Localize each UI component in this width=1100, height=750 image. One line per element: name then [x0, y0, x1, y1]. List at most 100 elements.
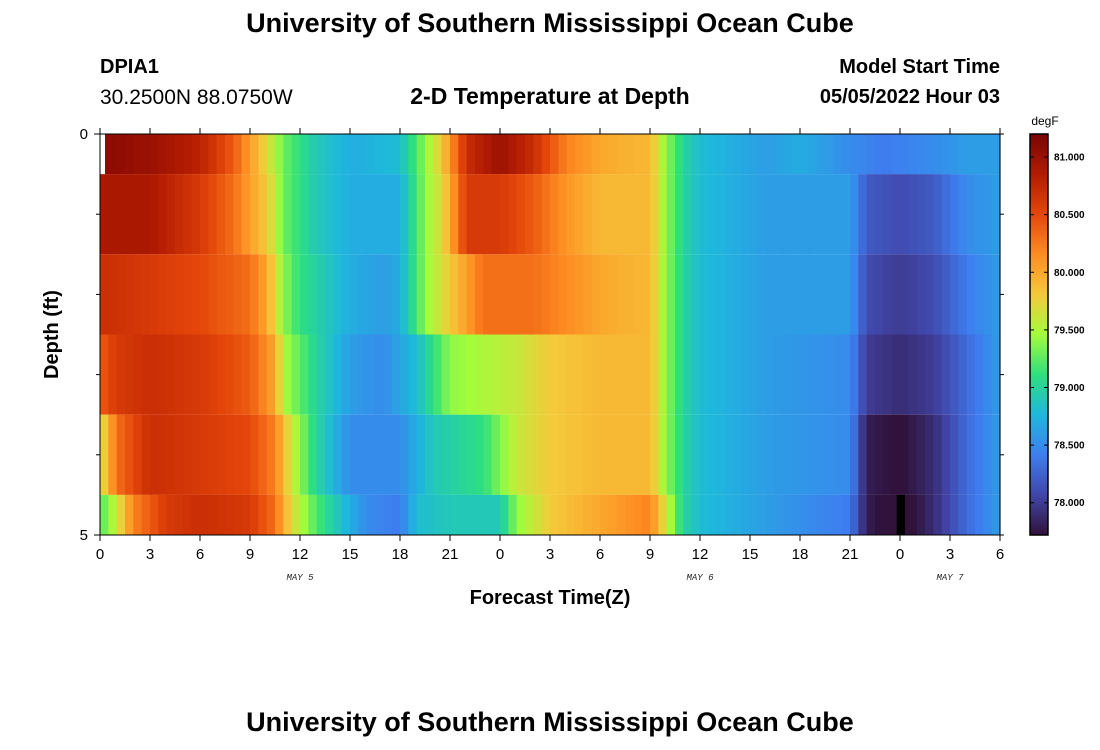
heatmap-cell	[508, 414, 518, 495]
heatmap-cell	[191, 334, 201, 415]
heatmap-cell	[400, 254, 409, 335]
heatmap-cell	[825, 414, 834, 495]
heatmap-cell	[366, 174, 376, 255]
heatmap-cell	[883, 334, 893, 415]
x-tick-label: 12	[692, 546, 709, 563]
heatmap-cell	[775, 414, 784, 495]
heatmap-cell	[566, 494, 576, 535]
heatmap-cell	[650, 334, 659, 415]
heatmap-cell	[883, 494, 893, 535]
heatmap-cell	[408, 494, 418, 535]
heatmap-cell	[775, 174, 784, 255]
heatmap-cell	[225, 334, 234, 415]
heatmap-cell	[566, 254, 576, 335]
heatmap-cell	[858, 334, 868, 415]
heatmap-cell	[766, 414, 776, 495]
heatmap-cell	[125, 134, 134, 175]
heatmap-cell	[675, 134, 684, 175]
heatmap-cell	[158, 414, 168, 495]
heatmap-cell	[758, 254, 768, 335]
heatmap-cell	[400, 174, 409, 255]
heatmap-cell	[608, 334, 618, 415]
heatmap-cell	[925, 254, 934, 335]
heatmap-cell	[100, 414, 109, 495]
heatmap-cell	[866, 134, 876, 175]
heatmap-cell	[916, 254, 926, 335]
colorbar-tick-label: 80.000	[1054, 268, 1085, 279]
heatmap-cell	[900, 254, 909, 335]
heatmap-cell	[641, 174, 651, 255]
heatmap-cell	[916, 174, 926, 255]
heatmap-cell	[350, 414, 359, 495]
heatmap-cell	[166, 134, 176, 175]
heatmap-cell	[708, 134, 718, 175]
heatmap-cell	[625, 254, 634, 335]
heatmap-cell	[450, 334, 459, 415]
heatmap-cell	[841, 494, 851, 535]
heatmap-cell	[533, 174, 543, 255]
heatmap-cell	[883, 254, 893, 335]
heatmap-cell	[166, 414, 176, 495]
heatmap-cell	[175, 494, 184, 535]
heatmap-cell	[916, 134, 926, 175]
heatmap-cell	[900, 174, 909, 255]
heatmap-cell	[375, 334, 384, 415]
heatmap-cell	[650, 174, 659, 255]
heatmap-cell	[266, 494, 276, 535]
heatmap-cell	[875, 134, 884, 175]
heatmap-cell	[150, 134, 159, 175]
heatmap-cell	[316, 254, 326, 335]
heatmap-cell	[383, 134, 393, 175]
heatmap-cell	[408, 334, 418, 415]
heatmap-cell	[450, 254, 459, 335]
heatmap-cell	[558, 254, 568, 335]
masked-cell	[896, 494, 905, 535]
heatmap-cell	[458, 254, 468, 335]
heatmap-cell	[308, 334, 318, 415]
heatmap-cell	[616, 334, 626, 415]
heatmap-cell	[683, 414, 693, 495]
heatmap-cell	[358, 174, 368, 255]
heatmap-cell	[341, 334, 351, 415]
heatmap-cell	[291, 174, 301, 255]
heatmap-cell	[808, 414, 818, 495]
heatmap-cell	[458, 174, 468, 255]
heatmap-cell	[225, 134, 234, 175]
heatmap-cell	[566, 414, 576, 495]
heatmap-cell	[175, 134, 184, 175]
heatmap-cell	[841, 174, 851, 255]
heatmap-cell	[933, 414, 943, 495]
heatmap-cell	[241, 414, 251, 495]
heatmap-cell	[966, 134, 976, 175]
heatmap-cell	[833, 134, 843, 175]
heatmap-cell	[333, 414, 343, 495]
heatmap-cell	[283, 174, 293, 255]
heatmap-cell	[208, 334, 218, 415]
heatmap-cell	[350, 494, 359, 535]
heatmap-cell	[308, 254, 318, 335]
heatmap-cell	[191, 254, 201, 335]
heatmap-cell	[916, 414, 926, 495]
heatmap-cell	[341, 494, 351, 535]
heatmap-cell	[591, 174, 601, 255]
heatmap-cell	[325, 494, 334, 535]
heatmap-cell	[733, 134, 743, 175]
heatmap-cell	[366, 334, 376, 415]
heatmap-cell	[133, 414, 143, 495]
heatmap-cell	[708, 334, 718, 415]
heatmap-cell	[958, 334, 968, 415]
heatmap-cell	[475, 494, 484, 535]
heatmap-cell	[525, 494, 534, 535]
heatmap-cell	[275, 494, 284, 535]
heatmap-cell	[975, 174, 984, 255]
heatmap-cell	[541, 334, 551, 415]
heatmap-cell	[991, 494, 1001, 535]
masked-cell	[100, 134, 105, 175]
heatmap-cell	[241, 334, 251, 415]
heatmap-cell	[633, 254, 643, 335]
heatmap-cell	[816, 134, 826, 175]
heatmap-cell	[241, 174, 251, 255]
heatmap-cell	[966, 254, 976, 335]
heatmap-cell	[900, 334, 909, 415]
heatmap-cell	[500, 174, 509, 255]
